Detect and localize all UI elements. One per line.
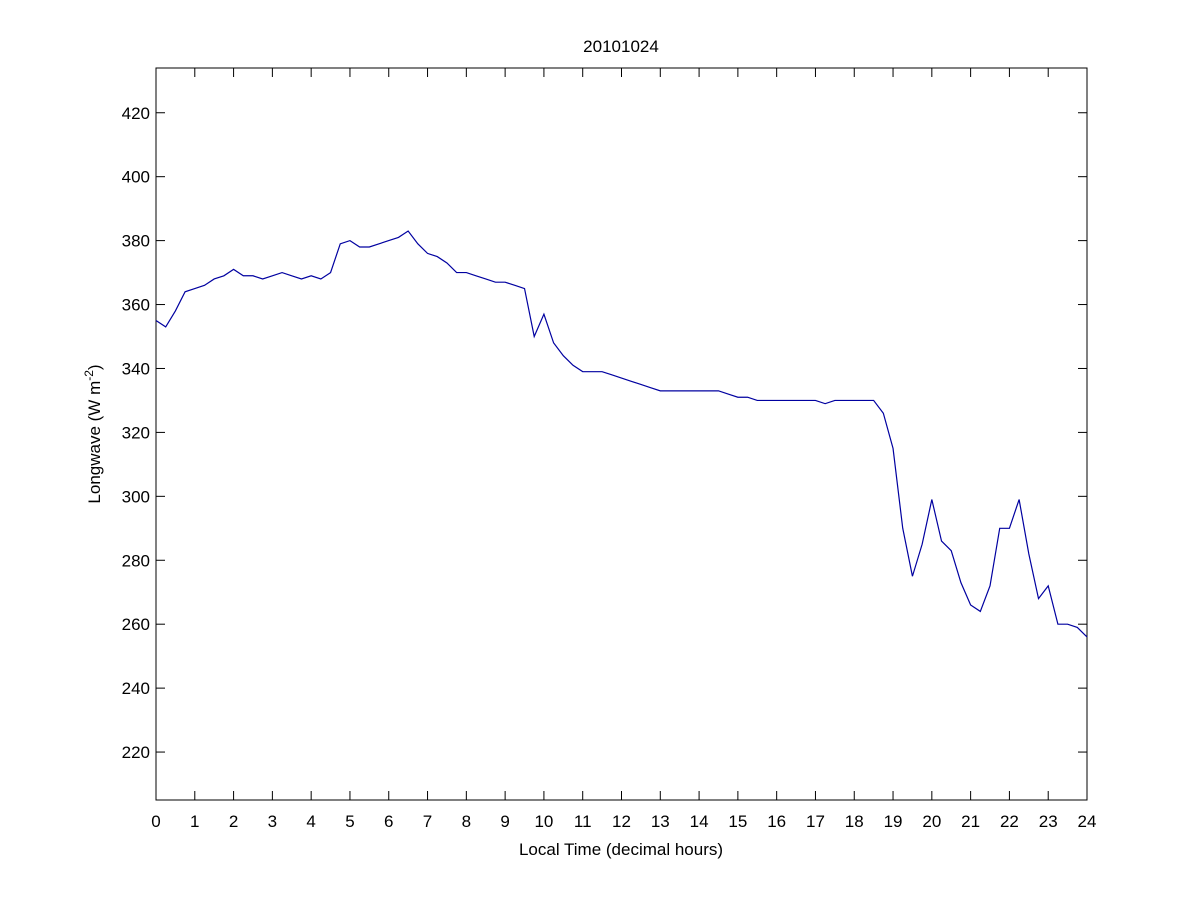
plot-area [155, 67, 1088, 801]
y-tick-label: 420 [122, 104, 150, 123]
y-label-text: Longwave (W m [85, 381, 104, 504]
x-tick-label: 8 [462, 812, 471, 831]
x-tick-label: 9 [500, 812, 509, 831]
x-tick-label: 22 [1000, 812, 1019, 831]
chart-title: 20101024 [583, 37, 659, 56]
x-tick-label: 12 [612, 812, 631, 831]
x-axis-label: Local Time (decimal hours) [519, 840, 723, 859]
x-tick-label: 7 [423, 812, 432, 831]
x-tick-label: 18 [845, 812, 864, 831]
y-tick-label: 220 [122, 743, 150, 762]
y-label-suffix: ) [85, 364, 104, 370]
y-tick-label: 340 [122, 359, 150, 378]
x-tick-label: 6 [384, 812, 393, 831]
x-tick-label: 14 [690, 812, 709, 831]
line-series [155, 230, 1088, 638]
x-tick-label: 3 [268, 812, 277, 831]
y-axis-label: Longwave (W m-2) [82, 364, 104, 503]
y-tick-label: 260 [122, 615, 150, 634]
y-tick-label: 400 [122, 168, 150, 187]
x-tick-label: 24 [1078, 812, 1097, 831]
y-label-sup: -2 [82, 370, 96, 381]
x-tick-label: 20 [922, 812, 941, 831]
x-tick-label: 15 [728, 812, 747, 831]
x-tick-label: 4 [306, 812, 315, 831]
x-tick-label: 13 [651, 812, 670, 831]
x-tick-label: 2 [229, 812, 238, 831]
x-tick-label: 16 [767, 812, 786, 831]
y-tick-label: 240 [122, 679, 150, 698]
x-tick-label: 21 [961, 812, 980, 831]
y-tick-label: 300 [122, 487, 150, 506]
x-tick-label: 19 [884, 812, 903, 831]
y-tick-label: 280 [122, 551, 150, 570]
x-tick-label: 23 [1039, 812, 1058, 831]
x-tick-label: 1 [190, 812, 199, 831]
y-tick-label: 320 [122, 423, 150, 442]
y-tick-label: 380 [122, 232, 150, 251]
x-tick-label: 0 [151, 812, 160, 831]
x-tick-label: 10 [534, 812, 553, 831]
y-tick-label: 360 [122, 296, 150, 315]
x-tick-label: 5 [345, 812, 354, 831]
x-tick-label: 17 [806, 812, 825, 831]
x-tick-label: 11 [574, 812, 592, 831]
